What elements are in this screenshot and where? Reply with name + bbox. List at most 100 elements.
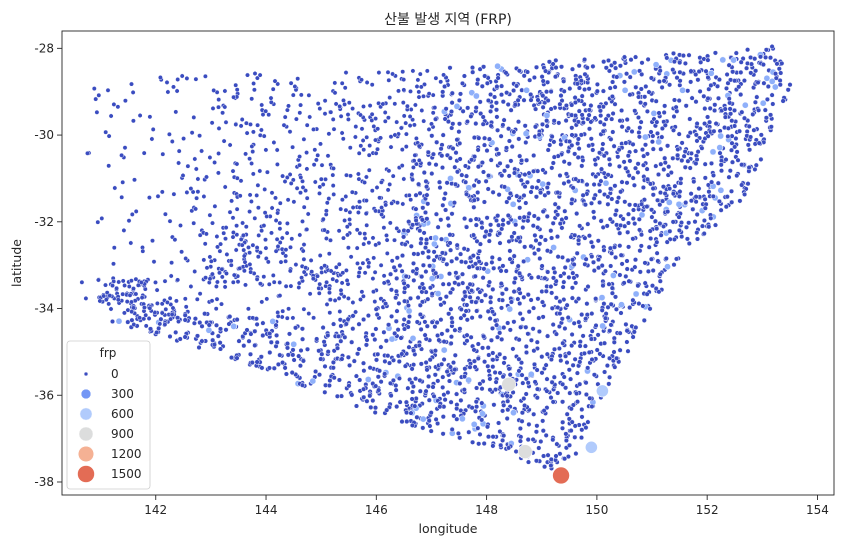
data-point [297, 363, 303, 369]
data-point [544, 351, 550, 357]
data-point [381, 329, 387, 335]
data-point [667, 82, 673, 88]
data-point [356, 346, 362, 352]
data-point [557, 298, 563, 305]
data-point [686, 52, 692, 58]
data-point [345, 354, 351, 360]
data-point [459, 80, 466, 86]
data-point [405, 385, 411, 391]
data-point [158, 316, 164, 322]
data-point [497, 370, 503, 376]
data-point [744, 128, 750, 135]
data-point [444, 261, 450, 267]
data-point [664, 55, 670, 61]
data-point [644, 151, 650, 157]
data-point [630, 207, 637, 213]
data-point [465, 285, 471, 291]
data-point [427, 423, 433, 429]
data-point [521, 294, 527, 300]
data-point [550, 220, 556, 226]
data-point [432, 324, 438, 330]
data-point [300, 358, 306, 364]
data-point [441, 392, 447, 398]
data-point [370, 398, 376, 404]
data-point [479, 386, 485, 392]
data-point [457, 156, 463, 162]
data-point [540, 418, 546, 424]
data-point [486, 238, 492, 244]
data-point [597, 119, 603, 125]
data-point [656, 79, 662, 85]
data-point [353, 373, 359, 379]
data-point [531, 74, 537, 81]
data-point [558, 273, 564, 279]
data-point [545, 147, 551, 153]
data-point [553, 57, 559, 63]
data-point [505, 101, 511, 108]
data-point [638, 232, 645, 238]
data-point [448, 306, 454, 312]
data-point [296, 353, 302, 359]
data-point [632, 165, 639, 171]
data-point [397, 399, 403, 405]
data-point [697, 88, 703, 94]
data-point [649, 214, 655, 220]
data-point [563, 102, 569, 109]
data-point [492, 94, 498, 100]
data-point [217, 326, 224, 332]
data-point [396, 300, 402, 306]
data-point [702, 175, 708, 181]
data-point [556, 345, 562, 352]
data-point [290, 347, 296, 353]
data-point [418, 326, 424, 332]
data-point [594, 81, 600, 87]
data-point [728, 188, 735, 194]
data-point [645, 56, 651, 62]
data-point [653, 163, 659, 169]
data-point [619, 261, 625, 267]
data-point [648, 235, 654, 242]
data-point [498, 92, 505, 98]
data-point [477, 66, 483, 72]
data-point [716, 144, 724, 151]
data-point [497, 160, 503, 166]
data-point [638, 243, 644, 249]
data-point [109, 318, 116, 325]
data-point [555, 304, 561, 311]
data-point [501, 168, 508, 174]
data-point [477, 431, 483, 437]
data-point [461, 374, 468, 380]
data-point [394, 255, 400, 261]
data-point [423, 269, 429, 275]
data-point [479, 298, 485, 304]
data-point [418, 236, 424, 242]
data-point [506, 138, 512, 144]
data-point [322, 363, 328, 369]
data-point [506, 173, 512, 179]
data-point [479, 220, 485, 226]
data-point [440, 374, 446, 380]
data-point [642, 142, 649, 148]
data-point [498, 133, 504, 139]
data-point [440, 281, 446, 287]
data-point [559, 425, 566, 431]
data-point [616, 195, 622, 201]
data-point [488, 108, 494, 114]
data-point [643, 83, 649, 90]
data-point [752, 166, 758, 172]
data-point [469, 299, 475, 305]
data-point [671, 236, 677, 242]
data-point [535, 224, 541, 231]
data-point [438, 146, 444, 152]
data-point [550, 244, 557, 251]
data-point [536, 445, 542, 451]
data-point [437, 296, 443, 302]
data-point [549, 305, 555, 311]
data-point [569, 66, 576, 72]
data-point [661, 109, 667, 116]
data-point [353, 403, 360, 409]
data-point [549, 290, 555, 296]
data-point [511, 319, 517, 325]
data-point [440, 346, 448, 354]
